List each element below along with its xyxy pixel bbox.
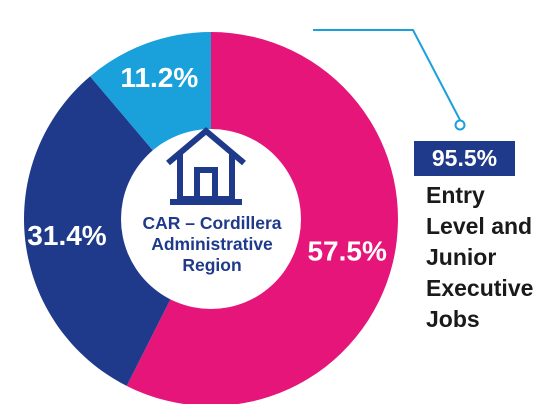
slice-value-label: 31.4%	[27, 220, 106, 251]
callout-text-line: Executive	[426, 275, 534, 301]
callout-text-line: Entry	[426, 182, 485, 208]
pie-slice	[23, 76, 212, 386]
slice-value-label: 11.2%	[120, 62, 198, 93]
callout-text-line: Jobs	[426, 306, 480, 332]
slice-labels: 57.5% 31.4% 11.2%	[27, 62, 387, 266]
center-title-line: Administrative	[151, 234, 273, 254]
callout-text-line: Level and	[426, 213, 533, 239]
callout-text-line: Junior	[426, 244, 497, 270]
donut-hole	[121, 129, 301, 309]
callout-text: Entry Level and Junior Executive Jobs	[426, 180, 554, 335]
callout-line	[313, 29, 461, 121]
callout-dot	[454, 119, 466, 131]
callout-value-badge: 95.5%	[414, 141, 515, 176]
center-title-line: Region	[182, 255, 242, 275]
house-icon	[166, 127, 246, 205]
center-title-line: CAR – Cordillera	[142, 213, 282, 233]
center-title: CAR – Cordillera Administrative Region	[125, 213, 299, 276]
slice-value-label: 57.5%	[307, 235, 386, 266]
